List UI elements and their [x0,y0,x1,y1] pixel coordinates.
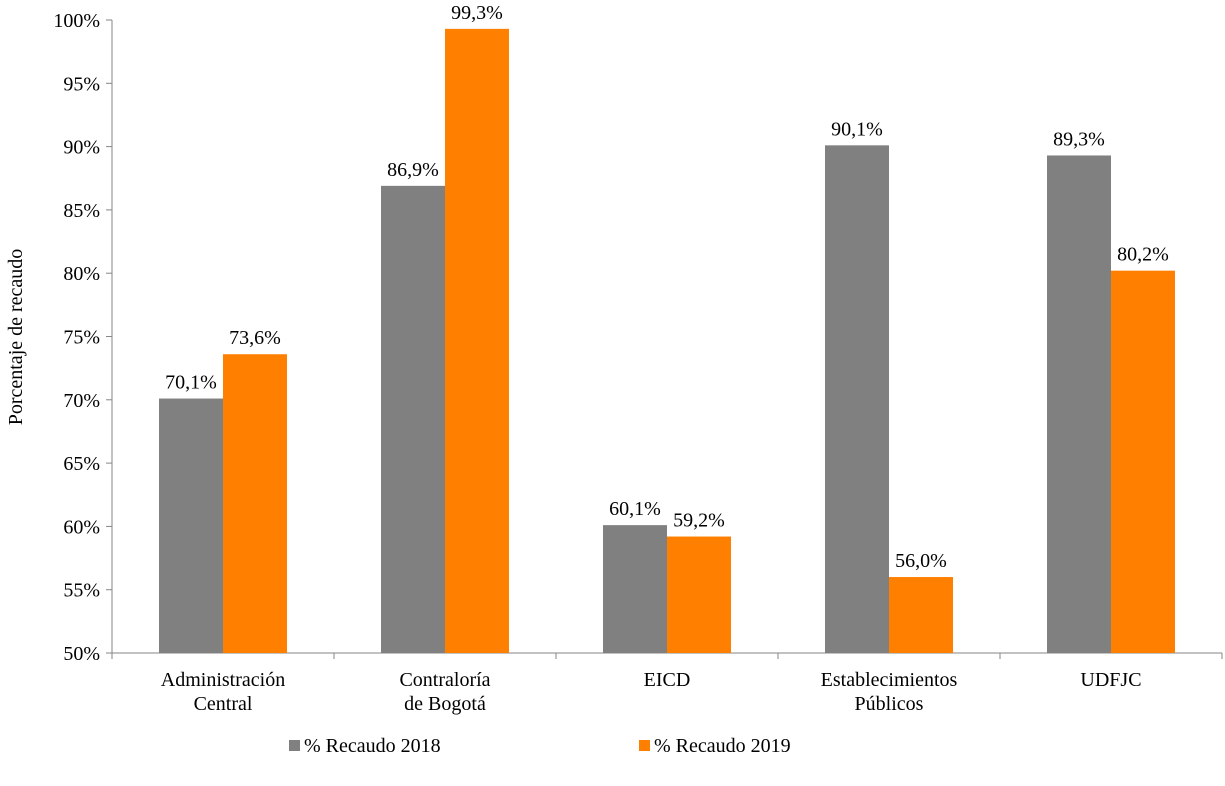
bar-2018 [825,145,889,654]
bar-2019 [223,354,287,653]
y-tick-label: 95% [63,73,100,95]
bar-2019 [889,577,953,653]
y-tick-label: 100% [53,10,100,32]
y-tick-label: 50% [63,643,100,665]
data-label: 60,1% [609,498,661,520]
bar-2019 [445,28,509,653]
data-label: 86,9% [387,159,439,181]
data-label: 73,6% [229,327,281,349]
y-tick-label: 75% [63,327,100,349]
data-label: 90,1% [831,118,883,140]
x-category-label: Contraloría de Bogotá [399,669,490,715]
y-axis: 50% 55% 60% 65% 70% 75% 80% 85% 90% 95% 100% [53,10,113,665]
x-category-label: Establecimientos Públicos [821,669,958,715]
data-labels: 70,1% 86,9% 60,1% 90,1% 89,3% 73,6% 99,3% 59,2%… [165,2,1169,572]
bar-2018 [603,525,667,653]
y-tick-label: 60% [63,516,100,538]
data-label: 80,2% [1117,244,1169,266]
legend: % Recaudo 2018 % Recaudo 2019 [289,735,791,757]
x-axis: Administración Central Contraloría de Bogot… [111,652,1223,715]
legend-label: % Recaudo 2018 [304,735,441,757]
y-tick-label: 55% [63,580,100,602]
x-category-label: UDFJC [1080,669,1141,691]
legend-swatch [639,740,650,751]
bar-2018 [159,398,223,653]
y-tick-label: 70% [63,390,100,412]
bar-2019 [1111,270,1175,653]
legend-label: % Recaudo 2019 [654,735,791,757]
data-label: 89,3% [1053,128,1105,150]
y-tick-label: 80% [63,263,100,285]
bar-2018 [1047,155,1111,653]
data-label: 99,3% [451,2,503,24]
y-tick-label: 85% [63,200,100,222]
data-label: 70,1% [165,372,217,394]
legend-swatch [289,740,300,751]
x-category-label: Administración Central [161,669,285,715]
bars [159,28,1175,654]
data-label: 59,2% [673,510,725,532]
data-label: 56,0% [895,550,947,572]
y-tick-label: 90% [63,137,100,159]
bar-2019 [667,536,731,653]
y-tick-label: 65% [63,453,100,475]
bar-2018 [381,185,445,653]
y-axis-title: Porcentaje de recaudo [5,249,27,426]
x-category-label: EICD [644,669,691,691]
